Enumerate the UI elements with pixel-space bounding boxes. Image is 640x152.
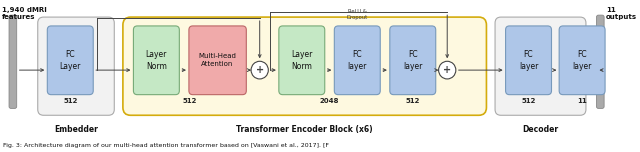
FancyBboxPatch shape	[334, 26, 380, 95]
Text: outputs: outputs	[606, 14, 637, 20]
FancyBboxPatch shape	[559, 26, 605, 95]
Text: FC
layer: FC layer	[403, 50, 422, 71]
Text: 2048: 2048	[320, 98, 339, 104]
Text: features: features	[3, 14, 36, 20]
Text: FC
layer: FC layer	[572, 50, 592, 71]
FancyBboxPatch shape	[38, 17, 115, 115]
FancyBboxPatch shape	[47, 26, 93, 95]
Text: 512: 512	[182, 98, 197, 104]
Text: 11: 11	[606, 7, 616, 13]
Text: Fig. 3: Architecture diagram of our multi-head attention transformer based on [V: Fig. 3: Architecture diagram of our mult…	[3, 143, 330, 148]
Text: Layer
Norm: Layer Norm	[146, 50, 167, 71]
Text: +: +	[443, 65, 451, 75]
Text: Embedder: Embedder	[54, 125, 98, 134]
FancyBboxPatch shape	[596, 15, 604, 108]
Text: ReLU &
Dropout: ReLU & Dropout	[347, 9, 368, 20]
Circle shape	[251, 61, 268, 79]
FancyBboxPatch shape	[133, 26, 179, 95]
Text: FC
layer: FC layer	[519, 50, 538, 71]
FancyBboxPatch shape	[506, 26, 552, 95]
Text: Decoder: Decoder	[522, 125, 559, 134]
FancyBboxPatch shape	[189, 26, 246, 95]
FancyBboxPatch shape	[390, 26, 436, 95]
Text: 1,940 dMRI: 1,940 dMRI	[3, 7, 47, 13]
Text: Transformer Encoder Block (x6): Transformer Encoder Block (x6)	[236, 125, 373, 134]
Text: 512: 512	[406, 98, 420, 104]
Text: Layer
Norm: Layer Norm	[291, 50, 312, 71]
FancyBboxPatch shape	[9, 15, 17, 108]
FancyBboxPatch shape	[495, 17, 586, 115]
Text: FC
layer: FC layer	[348, 50, 367, 71]
FancyBboxPatch shape	[279, 26, 324, 95]
Circle shape	[438, 61, 456, 79]
Text: 11: 11	[577, 98, 587, 104]
Text: FC
Layer: FC Layer	[60, 50, 81, 71]
Text: 512: 512	[522, 98, 536, 104]
Text: 512: 512	[63, 98, 77, 104]
Text: Multi-Head
Attention: Multi-Head Attention	[198, 53, 237, 67]
FancyBboxPatch shape	[123, 17, 486, 115]
Text: +: +	[255, 65, 264, 75]
